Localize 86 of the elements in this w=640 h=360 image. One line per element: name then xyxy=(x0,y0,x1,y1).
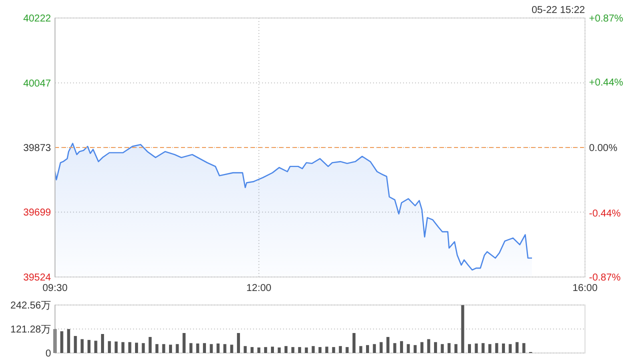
bar xyxy=(216,344,220,353)
bar xyxy=(474,344,478,353)
bar xyxy=(325,346,328,353)
bar xyxy=(359,346,362,353)
bar xyxy=(440,344,444,353)
y-tick-label: 39524 xyxy=(23,272,52,284)
bar xyxy=(380,342,383,353)
x-tick-label: 16:00 xyxy=(572,283,598,294)
bar xyxy=(148,336,152,353)
bar xyxy=(461,305,464,353)
bar xyxy=(427,339,430,353)
y-tick-label: 39699 xyxy=(23,208,52,219)
bar xyxy=(264,347,268,353)
bar xyxy=(135,342,138,353)
bar xyxy=(284,346,288,353)
bar xyxy=(257,347,260,353)
bar xyxy=(304,347,308,353)
bar xyxy=(372,344,376,353)
bar xyxy=(352,333,356,353)
bar xyxy=(189,343,192,353)
bar xyxy=(244,346,247,353)
y2-tick-label: +0.87% xyxy=(589,14,624,24)
y2-tick-label: +0.44% xyxy=(589,78,624,89)
bar xyxy=(236,333,240,353)
bar xyxy=(448,343,451,353)
bar xyxy=(169,344,172,353)
bar xyxy=(202,343,206,353)
bar xyxy=(291,347,294,353)
bar xyxy=(67,329,70,353)
bar xyxy=(502,344,505,353)
bar xyxy=(366,345,370,353)
bar xyxy=(270,346,274,353)
y-tick-label: 242.56万 xyxy=(10,300,51,312)
bar xyxy=(508,344,512,353)
bar xyxy=(88,340,90,353)
bar xyxy=(94,340,98,353)
bar xyxy=(312,346,315,353)
bar xyxy=(516,342,519,353)
bar xyxy=(230,344,234,353)
x-tick-label: 09:30 xyxy=(42,283,68,294)
y-tick-label: 40222 xyxy=(23,14,52,24)
bar xyxy=(488,344,492,353)
bar xyxy=(196,344,200,353)
bar xyxy=(400,341,404,353)
bar xyxy=(108,341,111,353)
y2-tick-label: -0.87% xyxy=(589,272,621,284)
bar xyxy=(482,343,485,353)
bar xyxy=(454,344,458,353)
bar xyxy=(414,345,417,353)
bar xyxy=(182,333,186,353)
y-tick-label: 39873 xyxy=(23,143,52,154)
text: 05-22 15:22 xyxy=(532,5,586,16)
bar xyxy=(223,344,226,353)
bar xyxy=(468,344,471,353)
bar xyxy=(155,344,158,353)
bar xyxy=(522,343,526,353)
bar xyxy=(386,336,390,353)
bar xyxy=(406,344,410,353)
bar xyxy=(434,342,438,353)
bar xyxy=(101,334,104,353)
y2-tick-label: -0.44% xyxy=(589,208,621,220)
bar xyxy=(128,342,132,353)
bar xyxy=(80,339,84,353)
bar xyxy=(318,347,322,353)
y-tick-label: 40047 xyxy=(23,78,52,90)
bar xyxy=(162,344,166,353)
y-tick-label: 121.28万 xyxy=(10,324,51,336)
bar xyxy=(176,344,179,353)
bar xyxy=(393,343,396,353)
bar xyxy=(250,347,254,353)
bar xyxy=(60,331,64,353)
bar xyxy=(114,342,118,353)
bar xyxy=(298,347,302,353)
bar xyxy=(346,347,349,353)
y-tick-label: 0 xyxy=(45,348,52,360)
bar xyxy=(338,346,342,353)
bar xyxy=(332,347,336,353)
y2-tick-label: 0.00% xyxy=(589,143,618,154)
bar xyxy=(210,344,213,353)
bar xyxy=(74,336,77,353)
bar xyxy=(278,347,281,353)
bar xyxy=(142,343,145,353)
bar xyxy=(495,343,498,353)
x-tick-label: 12:00 xyxy=(246,283,272,294)
bar xyxy=(121,342,124,353)
bar xyxy=(420,342,424,353)
